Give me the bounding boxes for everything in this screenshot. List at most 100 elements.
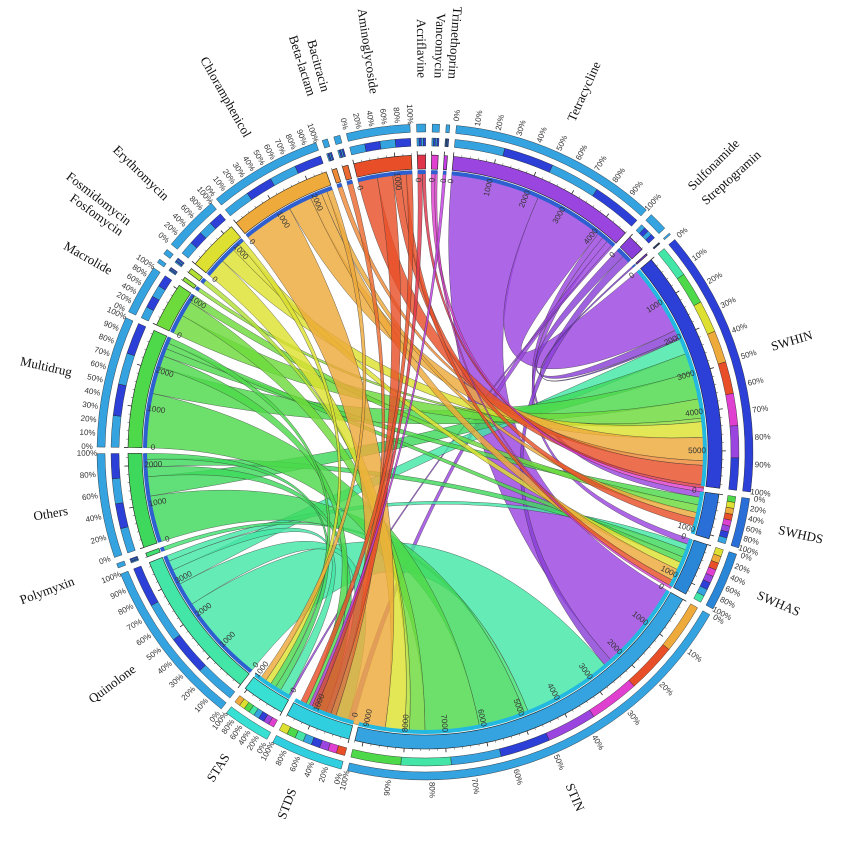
percent-label-swhin: 0% — [675, 225, 690, 239]
arc-streptogramin — [635, 253, 648, 265]
tick-label-vancomycin-0: 0 — [427, 178, 436, 183]
tick-minor-chloramphenicol — [298, 181, 300, 184]
tick-minor-erythromycin — [228, 226, 231, 229]
tick-minor-stin — [649, 646, 651, 649]
tick-label-quinolone-0: 0 — [251, 660, 261, 670]
tick-label-swhin-4000: 4000 — [685, 407, 704, 419]
composition-outer-erythromycin — [170, 202, 217, 250]
composition-outer-macrolide — [128, 267, 161, 316]
composition-outer-aminoglycoside — [346, 124, 411, 142]
composition-inner-fosmidomycin — [176, 257, 185, 265]
tick-minor-stin — [526, 730, 528, 733]
tick-minor-stin — [625, 670, 628, 673]
arc-vancomycin — [430, 154, 439, 170]
percent-label-aminoglycoside: 40% — [365, 110, 376, 127]
percent-label-erythromycin: 0% — [156, 230, 171, 244]
tick-minor-swhas — [704, 552, 707, 554]
tick-minor-swhin — [671, 284, 674, 287]
tick-label-stin-7000: 7000 — [439, 714, 449, 733]
composition-outer-tetracycline — [455, 125, 647, 217]
tick-minor-stin — [682, 599, 685, 601]
tick-minor-quinolone — [220, 668, 222, 671]
tick-minor-stds — [316, 728, 318, 731]
composition-inner-stin — [350, 749, 402, 766]
composition-inner-aminoglycoside — [379, 139, 397, 150]
tick-minor-fosfomycin — [180, 278, 183, 281]
composition-outer-swhas — [705, 551, 737, 610]
composition-inner-swhds — [717, 535, 728, 545]
tick-minor-swhds — [710, 534, 713, 536]
tick-minor-chloramphenicol — [247, 210, 250, 213]
percent-label-swhds: 80% — [742, 534, 760, 547]
percent-label-aminoglycoside: 60% — [378, 108, 389, 125]
arc-inner-band-swhin — [636, 269, 707, 487]
arc-swhas — [673, 539, 708, 595]
arc-tetracycline — [451, 156, 626, 244]
tick-minor-quinolone — [226, 673, 228, 676]
arc-inner-band-multidrug — [143, 336, 172, 448]
tick-label-stds-0: 0 — [350, 711, 360, 718]
composition-inner-swhin — [707, 330, 727, 365]
percent-label-multidrug: 50% — [86, 372, 104, 384]
composition-inner-polymyxin — [129, 555, 138, 561]
arc-inner-band-chloramphenicol — [245, 186, 333, 238]
composition-inner-multidrug — [112, 383, 127, 417]
tick-minor-macrolide — [166, 301, 169, 304]
composition-inner-swhin — [717, 361, 734, 396]
percent-label-others: 60% — [81, 491, 98, 502]
tick-minor-swhin — [691, 321, 695, 323]
composition-outer-stds — [272, 735, 344, 770]
arc-multidrug — [127, 329, 168, 449]
composition-outer-trimethoprim — [445, 124, 451, 134]
group-label-polymyxin: Polymyxin — [18, 573, 77, 607]
percent-label-stin: 70% — [470, 778, 481, 795]
composition-inner-macrolide — [158, 275, 173, 291]
tick-minor-quinolone — [148, 566, 152, 568]
composition-inner-stin — [400, 756, 452, 767]
percent-label-swhin: 80% — [754, 432, 770, 442]
tick-minor-stds — [332, 734, 334, 737]
tick-minor-tetracycline — [541, 177, 543, 180]
arc-inner-band-stin — [358, 589, 670, 734]
group-label-macrolide: Macrolide — [61, 238, 115, 278]
group-label-swhds: SWHDS — [777, 522, 825, 547]
tick-minor-stin — [669, 620, 672, 622]
group-label-tetracycline: Tetracycline — [564, 59, 604, 124]
percent-label-swhin: 50% — [740, 348, 758, 361]
percent-label-stds: 20% — [317, 765, 330, 783]
tick-minor-sulfonamide — [635, 241, 638, 243]
tick-minor-stin — [606, 686, 609, 689]
tick-minor-multidrug — [136, 372, 139, 374]
tick-minor-stin — [549, 721, 552, 724]
tick-minor-sulfonamide — [629, 235, 632, 238]
percent-label-tetracycline: 10% — [473, 110, 484, 127]
tick-minor-tetracycline — [625, 231, 628, 234]
tick-minor-tetracycline — [556, 184, 559, 187]
tick-label-others-1000: 1000 — [148, 496, 168, 508]
composition-inner-aminoglycoside — [364, 141, 382, 152]
tick-minor-tetracycline — [612, 220, 615, 223]
ribbon-layer — [143, 170, 707, 734]
tick-minor-swhas — [691, 582, 694, 585]
composition-inner-tetracycline — [454, 139, 506, 157]
tick-minor-swhin — [675, 291, 678, 294]
tick-minor-quinolone — [214, 662, 216, 665]
tick-minor-quinolone — [239, 684, 241, 687]
tick-minor-stin — [664, 627, 667, 629]
tick-label-aminoglycoside-0: 0 — [355, 185, 365, 192]
tick-minor-swhin — [688, 313, 691, 315]
composition-outer-quinolone — [120, 570, 227, 710]
tick-minor-macrolide — [154, 323, 157, 326]
composition-inner-streptogramin — [653, 243, 661, 250]
tick-minor-swhin — [701, 344, 705, 346]
arc-inner-band-polymyxin — [159, 546, 165, 552]
arc-inner-band-stds — [294, 698, 354, 725]
tick-minor-swhas — [694, 575, 698, 577]
composition-inner-others — [120, 526, 136, 554]
tick-minor-stin — [586, 701, 588, 704]
tick-minor-multidrug — [141, 356, 144, 358]
composition-outer-chloramphenicol — [216, 142, 319, 206]
composition-outer-vancomycin — [431, 123, 440, 133]
composition-outer-swhds — [730, 497, 750, 549]
